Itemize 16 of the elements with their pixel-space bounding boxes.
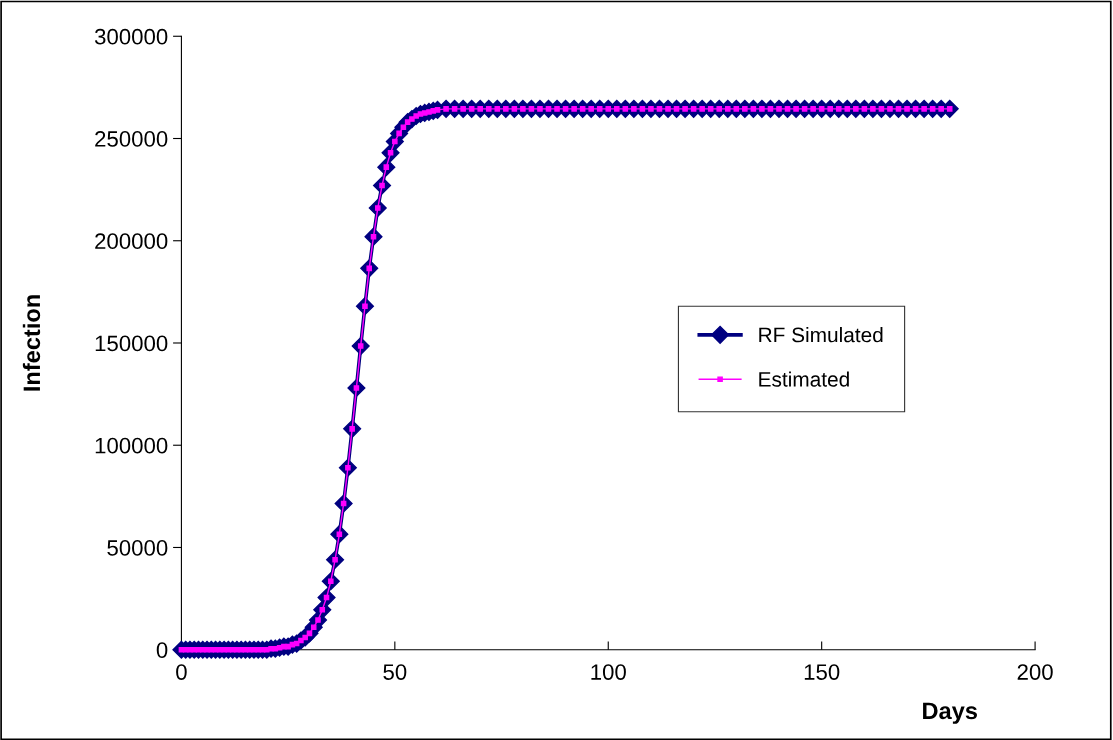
x-tick-label: 100 [591, 664, 626, 680]
y-tick-label: 300000 [94, 28, 168, 45]
y-tick-label: 50000 [107, 540, 168, 556]
x-tick-label: 150 [804, 664, 840, 680]
y-tick-label: 200000 [95, 233, 168, 250]
y-axis-title: Infection [22, 295, 41, 391]
legend-label: RF Simulated [759, 327, 883, 343]
x-tick-label: 50 [383, 664, 407, 680]
y-tick-label: 150000 [95, 335, 168, 352]
x-axis-title: Days [923, 702, 977, 724]
y-tick-label: 100000 [95, 437, 168, 454]
x-tick-label: 0 [176, 664, 187, 680]
y-tick-label: 0 [156, 642, 168, 658]
legend-label: Estimated [759, 371, 849, 387]
y-tick-label: 250000 [95, 131, 168, 147]
x-tick-label: 200 [1017, 664, 1053, 680]
